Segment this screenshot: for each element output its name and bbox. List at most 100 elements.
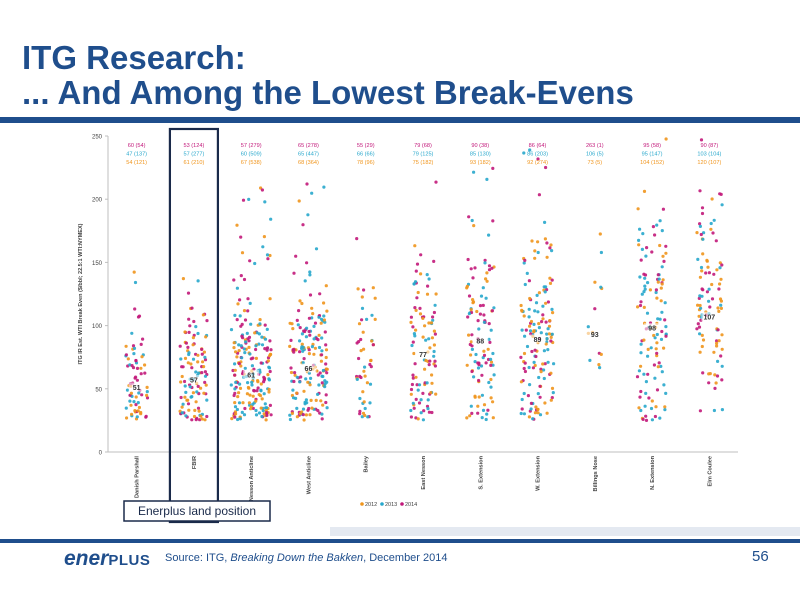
data-point xyxy=(533,348,537,352)
x-tick-label: West Anticline xyxy=(306,456,312,494)
data-point xyxy=(716,359,720,363)
data-point xyxy=(484,417,488,422)
data-point xyxy=(465,363,469,367)
data-point xyxy=(639,342,643,346)
data-point xyxy=(428,346,432,350)
data-point xyxy=(312,352,316,356)
data-point xyxy=(480,373,484,377)
data-point xyxy=(544,301,548,305)
data-point xyxy=(256,386,260,390)
data-point xyxy=(720,203,724,207)
data-point xyxy=(700,211,705,216)
data-point xyxy=(481,286,485,290)
data-point xyxy=(358,374,362,378)
data-point xyxy=(254,356,258,360)
data-point xyxy=(411,373,415,377)
data-point xyxy=(324,355,328,360)
data-point xyxy=(301,223,305,227)
data-point xyxy=(261,245,265,249)
data-point xyxy=(660,229,664,233)
data-point xyxy=(534,301,539,305)
data-point xyxy=(145,396,150,400)
data-point xyxy=(466,257,470,262)
data-point xyxy=(707,287,711,291)
data-point xyxy=(423,324,427,328)
data-point xyxy=(124,406,128,410)
data-point xyxy=(243,351,247,355)
data-point xyxy=(180,374,184,379)
data-point xyxy=(412,282,416,286)
data-point xyxy=(421,391,425,395)
data-point xyxy=(308,270,312,274)
data-point xyxy=(473,266,477,270)
data-point xyxy=(139,342,143,346)
data-point xyxy=(713,373,717,377)
data-point xyxy=(239,274,243,278)
data-point xyxy=(522,366,526,371)
data-point xyxy=(427,321,431,325)
data-point xyxy=(478,304,483,308)
data-point xyxy=(183,395,187,399)
stats-label-2013: 79 (125) xyxy=(413,152,434,158)
legend-marker-2013 xyxy=(380,502,384,506)
data-point xyxy=(481,303,485,307)
data-point xyxy=(655,332,659,337)
data-point xyxy=(489,363,493,367)
data-point xyxy=(249,357,253,361)
data-point xyxy=(246,309,250,313)
data-point xyxy=(638,303,643,308)
data-point xyxy=(235,223,239,227)
data-point xyxy=(480,393,484,397)
stats-label-2013: 57 (277) xyxy=(183,152,204,158)
data-point xyxy=(472,170,476,174)
data-point xyxy=(232,341,236,345)
x-tick-label: Elm Coulee xyxy=(707,456,713,486)
data-point xyxy=(469,404,473,408)
data-point xyxy=(192,414,197,419)
data-point xyxy=(664,334,668,338)
data-point xyxy=(418,312,423,316)
data-point xyxy=(409,415,413,419)
data-point xyxy=(415,296,419,300)
data-point xyxy=(430,373,434,377)
data-point xyxy=(477,378,481,383)
data-point xyxy=(294,254,298,258)
data-point xyxy=(701,237,705,241)
data-point xyxy=(260,188,264,192)
data-point xyxy=(642,305,646,309)
data-point xyxy=(324,367,328,371)
data-point xyxy=(487,264,492,268)
data-point xyxy=(530,349,534,354)
data-point xyxy=(145,393,149,397)
data-point xyxy=(709,227,713,231)
data-point xyxy=(537,291,541,295)
data-point xyxy=(257,342,261,346)
data-point xyxy=(527,365,531,370)
x-tick-label: Danish Parshall xyxy=(135,456,141,498)
data-point xyxy=(715,344,719,348)
data-point xyxy=(233,368,237,372)
data-point xyxy=(136,401,140,405)
data-point xyxy=(292,379,296,384)
data-point xyxy=(242,277,247,282)
data-point xyxy=(492,373,496,377)
data-point xyxy=(313,346,317,350)
data-point xyxy=(714,239,718,243)
data-point xyxy=(238,386,243,390)
data-point xyxy=(489,360,494,364)
data-point xyxy=(184,341,188,345)
data-point xyxy=(250,383,254,387)
data-point xyxy=(534,354,538,359)
data-point xyxy=(300,342,304,346)
data-point xyxy=(253,331,257,335)
data-point xyxy=(544,165,548,170)
stats-label-2014: 95 (58) xyxy=(643,143,661,149)
data-point xyxy=(432,329,436,333)
data-point xyxy=(705,290,710,294)
data-point xyxy=(538,384,542,388)
data-point xyxy=(310,345,314,349)
data-point xyxy=(291,327,295,331)
data-point xyxy=(519,355,523,359)
data-point xyxy=(186,361,190,365)
data-point xyxy=(714,381,718,385)
